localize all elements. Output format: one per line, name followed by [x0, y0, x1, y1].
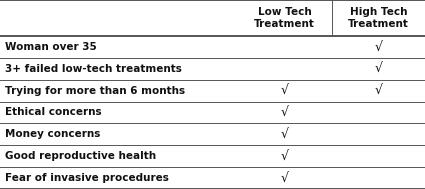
Text: Low Tech
Treatment: Low Tech Treatment [254, 7, 315, 29]
Text: Woman over 35: Woman over 35 [5, 42, 97, 52]
Text: √: √ [281, 84, 289, 97]
Text: √: √ [374, 40, 382, 53]
Text: Trying for more than 6 months: Trying for more than 6 months [5, 86, 185, 96]
Text: √: √ [281, 172, 289, 185]
Text: Money concerns: Money concerns [5, 129, 100, 139]
Text: Fear of invasive procedures: Fear of invasive procedures [5, 173, 169, 183]
Text: √: √ [281, 128, 289, 141]
Text: 3+ failed low-tech treatments: 3+ failed low-tech treatments [5, 64, 182, 74]
Text: Ethical concerns: Ethical concerns [5, 108, 102, 117]
Text: √: √ [281, 150, 289, 163]
Text: Good reproductive health: Good reproductive health [5, 151, 156, 161]
Text: High Tech
Treatment: High Tech Treatment [348, 7, 409, 29]
Text: √: √ [374, 62, 382, 75]
Text: √: √ [374, 84, 382, 97]
Text: √: √ [281, 106, 289, 119]
